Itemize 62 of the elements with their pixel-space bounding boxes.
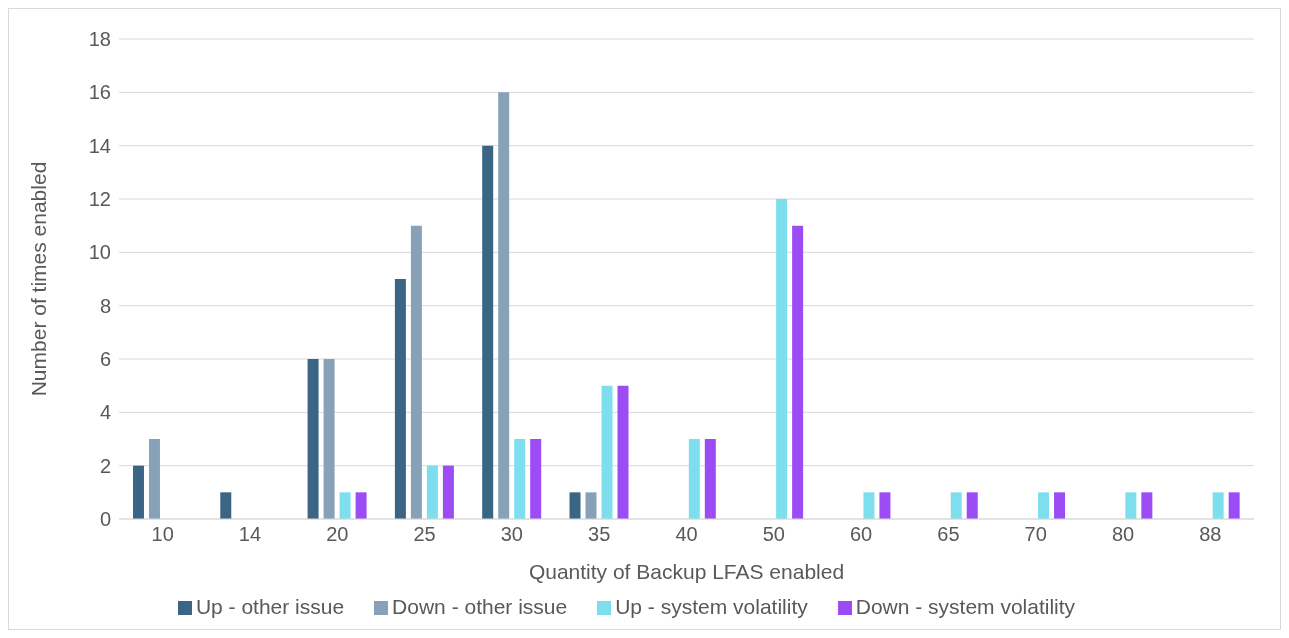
x-tick-label: 10 — [151, 523, 174, 546]
y-tick-label: 8 — [99, 294, 111, 317]
legend-label: Up - system volatility — [615, 595, 808, 618]
x-tick-label: 50 — [762, 523, 785, 546]
bar — [688, 439, 700, 519]
x-tick-label: 70 — [1024, 523, 1047, 546]
y-tick-label: 16 — [88, 81, 111, 104]
legend-label: Down - other issue — [392, 595, 568, 618]
bar — [1141, 492, 1153, 519]
bar — [1212, 492, 1224, 519]
x-tick-label: 80 — [1111, 523, 1135, 546]
bar — [966, 492, 978, 519]
legend-label: Down - system volatility — [855, 595, 1076, 618]
x-tick-label: 20 — [326, 523, 349, 546]
bar — [601, 385, 613, 519]
bar — [863, 492, 875, 519]
y-tick-label: 4 — [99, 401, 111, 424]
x-tick-label: 40 — [675, 523, 698, 546]
bar — [482, 145, 494, 519]
bar — [569, 492, 581, 519]
y-tick-label: 0 — [99, 508, 111, 531]
bar — [1228, 492, 1240, 519]
bar — [585, 492, 597, 519]
bar — [498, 92, 510, 519]
bar — [1125, 492, 1137, 519]
x-axis-title: Quantity of Backup LFAS enabled — [528, 560, 845, 583]
legend-label: Up - other issue — [195, 595, 345, 618]
bar — [704, 439, 716, 519]
y-tick-label: 14 — [88, 134, 111, 157]
bar — [307, 359, 319, 519]
bar — [776, 199, 788, 519]
x-tick-label: 88 — [1199, 523, 1222, 546]
bar — [339, 492, 351, 519]
bar — [792, 225, 804, 519]
x-tick-label: 25 — [413, 523, 436, 546]
bar — [410, 225, 422, 519]
x-tick-label: 14 — [238, 523, 262, 546]
x-tick-label: 60 — [849, 523, 873, 546]
bar — [950, 492, 962, 519]
bar — [1054, 492, 1066, 519]
bar — [220, 492, 232, 519]
x-tick-label: 30 — [500, 523, 524, 546]
x-tick-label: 35 — [588, 523, 611, 546]
y-tick-label: 18 — [88, 28, 111, 51]
y-axis-title: Number of times enabled — [27, 161, 51, 397]
bar — [879, 492, 891, 519]
bar — [426, 465, 438, 519]
y-tick-label: 10 — [88, 241, 111, 264]
bar — [442, 465, 454, 519]
bar — [323, 359, 335, 519]
bar — [148, 439, 160, 519]
bar — [530, 439, 542, 519]
bar — [514, 439, 526, 519]
bar — [1038, 492, 1050, 519]
y-tick-label: 12 — [88, 188, 111, 211]
bar — [355, 492, 367, 519]
bar — [132, 465, 144, 519]
bar — [617, 385, 629, 519]
x-tick-label: 65 — [937, 523, 960, 546]
y-tick-label: 6 — [99, 348, 111, 371]
bar — [394, 279, 406, 519]
y-tick-label: 2 — [99, 454, 111, 477]
